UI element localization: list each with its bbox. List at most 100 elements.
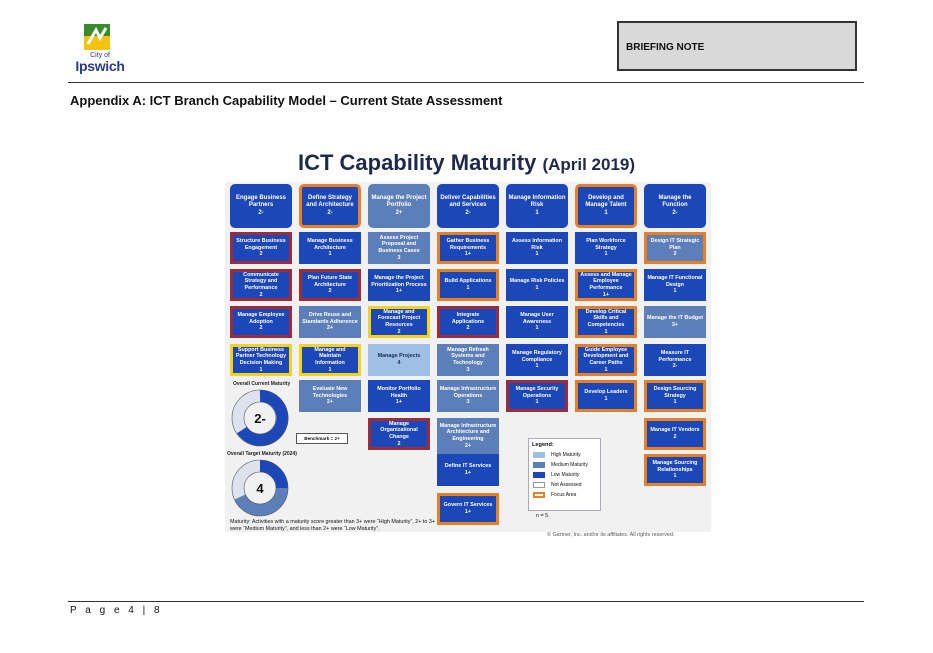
capability-cell: Manage Business Architecture 1 (299, 232, 361, 264)
target-maturity-gauge: 4 (230, 458, 290, 518)
capability-cell: Manage Infrastructure Operations 3 (437, 380, 499, 412)
capability-cell: Assess and Manage Employee Performance 1+ (575, 269, 637, 301)
capability-cell: Evaluate New Technologies 2+ (299, 380, 361, 412)
capability-cell: Manage Regulatory Compliance 1 (506, 344, 568, 376)
capability-label: Plan Workforce Strategy (586, 237, 626, 251)
header-divider (68, 82, 864, 83)
capability-label: Integrate Applications (451, 311, 485, 325)
current-maturity-label: Overall Current Maturity (233, 381, 291, 387)
capability-level: 2 (259, 291, 263, 298)
capability-level: 2- (672, 363, 678, 370)
capability-board: Engage Business Partners 2- Define Strateg… (225, 182, 711, 532)
capability-level: 3 (466, 366, 470, 373)
capability-label: Manage the Project Prioritization Proces… (371, 274, 427, 288)
copyright-note: © Gartner, Inc. and/or its affiliates. A… (547, 532, 675, 538)
capability-label: Manage Security Operations (515, 385, 559, 399)
capability-level: 1 (328, 251, 332, 258)
capability-level: 1 (259, 366, 263, 373)
column-header: Manage the Project Portfolio 2+ (368, 184, 430, 228)
capability-cell: Govern IT Services 1+ (437, 493, 499, 525)
capability-cell: Manage Employee Adoption 2 (230, 306, 292, 338)
capability-level: 1+ (395, 288, 403, 295)
capability-level: 1+ (464, 470, 472, 476)
column-header-level: 2- (258, 209, 264, 216)
column-header: Develop and Manage Talent 1 (575, 184, 637, 228)
capability-label: Manage Projects (377, 353, 421, 360)
column-header-level: 2- (327, 209, 333, 216)
capability-cell: Structure Business Engagement 2 (230, 232, 292, 264)
capability-label: Design IT Strategic Plan (650, 237, 700, 251)
capability-level: 1+ (464, 509, 472, 515)
capability-cell: Develop Leaders 1 (575, 380, 637, 412)
capability-label: Design Sourcing Strategy (653, 385, 697, 399)
current-maturity-value: 2- (254, 410, 266, 426)
target-maturity-value: 4 (256, 480, 264, 496)
benchmark-box: Benchmark = 2+ (296, 433, 348, 444)
column-header-label: Develop and Manage Talent (585, 194, 627, 209)
capability-cell: Build Applications 1 (437, 269, 499, 301)
capability-cell: Manage Refresh Systems and Technology 3 (437, 344, 499, 376)
capability-cell: Manage and Forecast Project Resources 2 (368, 306, 430, 338)
capability-cell: Measure IT Performance 2- (644, 344, 706, 376)
capability-label: Assess Information Risk (511, 237, 563, 251)
capability-cell: Assess Information Risk 1 (506, 232, 568, 264)
capability-label: Manage and Maintain Information (314, 346, 346, 367)
capability-cell: Drive Reuse and Standards Adherence 2+ (299, 306, 361, 338)
legend: Legend: High Maturity Medium Maturity Lo… (528, 438, 601, 511)
capability-level: 2+ (464, 442, 472, 449)
capability-level: 1 (673, 288, 677, 295)
capability-label: Structure Business Engagement (236, 237, 286, 251)
capability-cell: Integrate Applications 2 (437, 306, 499, 338)
capability-cell: Plan Workforce Strategy 1 (575, 232, 637, 264)
column-header: Engage Business Partners 2- (230, 184, 292, 228)
figure-title: ICT Capability Maturity (April 2019) (0, 150, 933, 176)
capability-cell: Manage the Project Prioritization Proces… (368, 269, 430, 301)
capability-label: Manage Employee Adoption (237, 311, 285, 325)
capability-level: 1 (535, 399, 539, 406)
legend-item-not-assessed: Not Assessed (533, 482, 600, 488)
capability-cell: Manage IT Vendors 2 (644, 418, 706, 450)
legend-label-low: Low Maturity (551, 472, 580, 478)
capability-label: Manage Sourcing Relationships (652, 459, 698, 473)
capability-cell: Define IT Services 1+ (437, 454, 499, 486)
capability-label: Manage Infrastructure Architecture and E… (439, 422, 497, 443)
capability-cell: Monitor Portfolio Health 1+ (368, 380, 430, 412)
capability-cell: Gather Business Requirements 1+ (437, 232, 499, 264)
capability-level: 1+ (602, 291, 610, 298)
capability-cell: Manage Risk Policies 1 (506, 269, 568, 301)
capability-level: 2+ (326, 399, 334, 406)
capability-level: 1 (535, 285, 539, 291)
legend-item-high: High Maturity (533, 452, 600, 458)
capability-level: 1 (604, 328, 608, 335)
capability-label: Communicate Strategy and Performance (243, 271, 279, 292)
capability-level: 3 (466, 399, 470, 406)
capability-label: Gather Business Requirements (446, 237, 490, 251)
capability-label: Develop Critical Skills and Competencies (585, 308, 627, 329)
capability-level: 2 (673, 434, 677, 440)
capability-level: 1 (535, 251, 539, 258)
capability-label: Manage and Forecast Project Resources (377, 308, 421, 329)
capability-label: Manage Infrastructure Operations (439, 385, 497, 399)
page-number: P a g e 4 | 8 (70, 605, 163, 616)
column-header-label: Engage Business Partners (235, 194, 286, 209)
legend-label-not-assessed: Not Assessed (551, 482, 582, 488)
capability-level: 3+ (671, 322, 679, 328)
capability-label: Guide Employee Development and Career Pa… (583, 346, 629, 367)
legend-label-medium: Medium Maturity (551, 462, 588, 468)
capability-cell: Manage Sourcing Relationships 1 (644, 454, 706, 486)
capability-cell: Manage IT Functional Design 1 (644, 269, 706, 301)
capability-label: Manage Regulatory Compliance (512, 349, 562, 363)
legend-item-focus: Focus Area (533, 492, 600, 498)
capability-label: Manage Refresh Systems and Technology (447, 346, 489, 367)
legend-title: Legend: (532, 442, 554, 448)
capability-level: 1 (673, 473, 677, 480)
column-header: Define Strategy and Architecture 2- (299, 184, 361, 228)
capability-level: 2 (328, 288, 332, 295)
capability-label: Manage IT Vendors (650, 427, 700, 434)
capability-cell: Support Business Partner Technology Deci… (230, 344, 292, 376)
capability-cell: Manage the IT Budget 3+ (644, 306, 706, 338)
target-maturity-ring (231, 459, 289, 517)
legend-item-low: Low Maturity (533, 472, 600, 478)
city-logo: City of Ipswich (70, 22, 130, 74)
capability-label: Support Business Partner Technology Deci… (235, 346, 287, 367)
